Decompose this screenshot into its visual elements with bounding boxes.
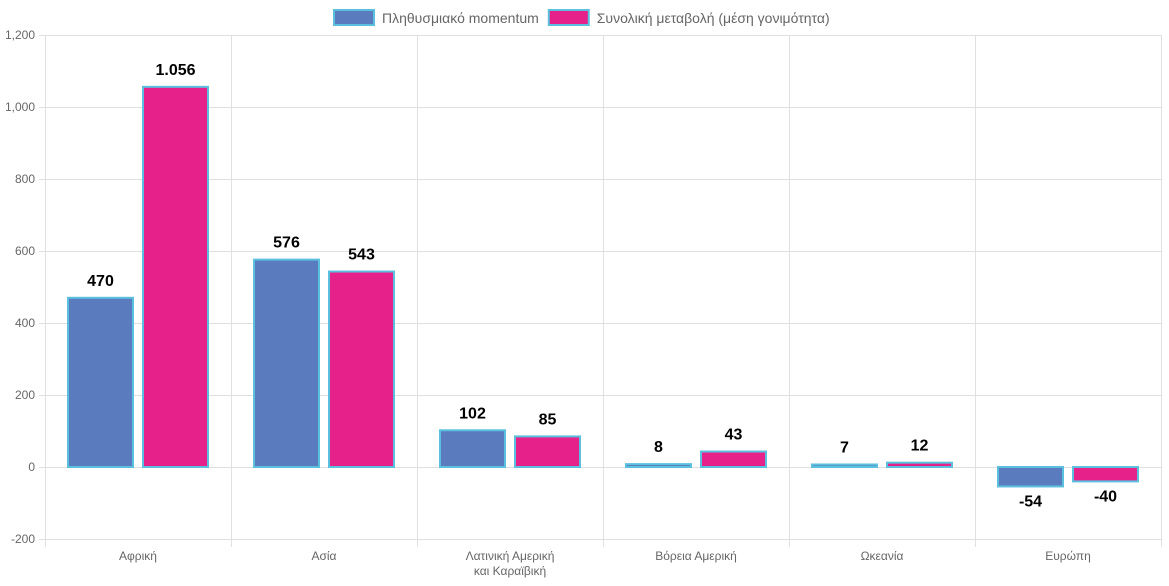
bar bbox=[997, 466, 1064, 488]
bar bbox=[142, 85, 209, 468]
bar bbox=[700, 450, 767, 468]
x-tick-label: Ασία bbox=[311, 549, 336, 563]
bar bbox=[328, 270, 395, 468]
y-tick-label: -200 bbox=[11, 532, 35, 546]
data-label: 470 bbox=[87, 273, 114, 290]
x-tick-label: και Καραϊβική bbox=[474, 564, 546, 578]
data-label: 576 bbox=[273, 235, 300, 252]
bar bbox=[886, 461, 953, 468]
data-label: 102 bbox=[459, 405, 486, 422]
y-tick-label: 600 bbox=[15, 244, 35, 258]
data-label: 543 bbox=[348, 247, 375, 264]
data-label: 1.056 bbox=[155, 62, 195, 79]
bar bbox=[514, 435, 581, 468]
legend-swatch bbox=[547, 9, 590, 26]
bar bbox=[811, 463, 878, 469]
y-tick-label: 800 bbox=[15, 172, 35, 186]
legend-label: Συνολική μεταβολή (μέση γονιμότητα) bbox=[597, 10, 830, 26]
bar bbox=[1072, 466, 1139, 483]
y-tick-label: 0 bbox=[28, 460, 35, 474]
data-label: 12 bbox=[911, 438, 929, 455]
y-tick-label: 200 bbox=[15, 388, 35, 402]
x-tick-label: Ωκεανία bbox=[861, 549, 904, 563]
data-label: 8 bbox=[654, 439, 663, 456]
x-tick-label: Ευρώπη bbox=[1045, 549, 1091, 563]
legend-label: Πληθυσμιακό momentum bbox=[382, 10, 539, 26]
y-tick-label: 1,200 bbox=[5, 28, 35, 42]
legend-swatch bbox=[333, 9, 375, 26]
x-tick-label: Λατινική Αμερική bbox=[466, 549, 555, 563]
y-tick-label: 1,000 bbox=[5, 100, 35, 114]
data-label: -54 bbox=[1019, 493, 1042, 510]
bar bbox=[439, 429, 506, 468]
x-tick-label: Βόρεια Αμερική bbox=[655, 549, 737, 563]
bar bbox=[625, 463, 692, 468]
data-label: 43 bbox=[725, 427, 743, 444]
data-label: 7 bbox=[840, 439, 849, 456]
bar bbox=[253, 258, 320, 469]
data-label: 85 bbox=[539, 411, 557, 428]
x-tick-label: Αφρική bbox=[119, 549, 157, 563]
data-label: -40 bbox=[1094, 488, 1117, 505]
y-tick-label: 400 bbox=[15, 316, 35, 330]
bar bbox=[67, 296, 134, 468]
